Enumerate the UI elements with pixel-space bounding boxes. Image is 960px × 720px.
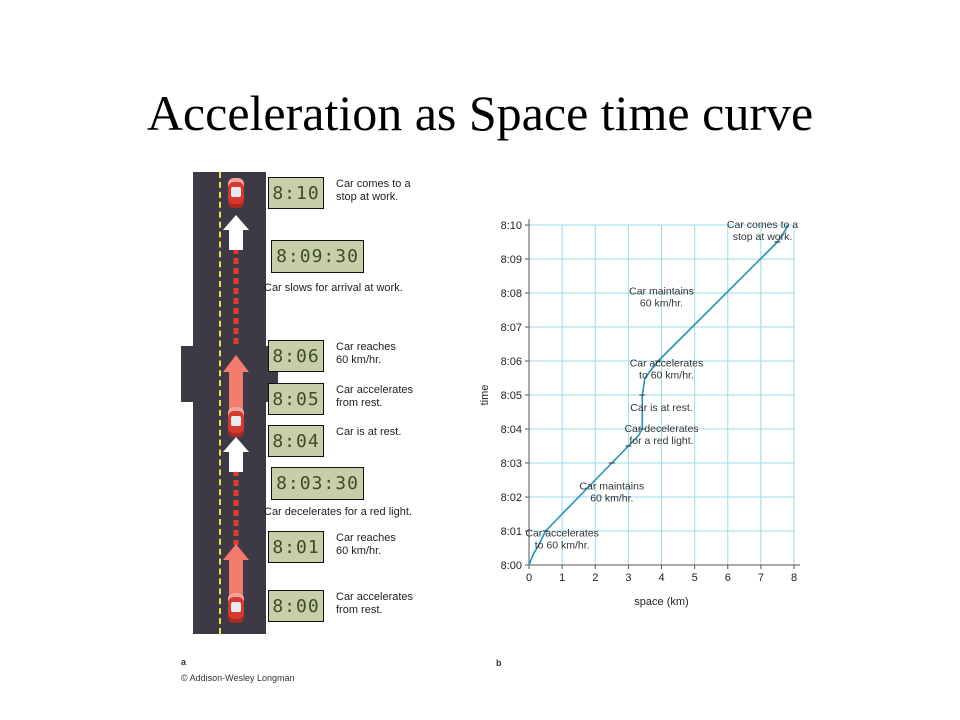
lane-divider [219,172,221,634]
clock-caption: Car is at rest. [336,426,402,438]
clock-caption: Car decelerates for a red light. [264,506,412,518]
panel-label-a: a [181,657,187,667]
y-tick-label: 8:09 [501,254,522,266]
x-tick-label: 2 [592,572,598,584]
digital-clock: 8:03:30 [271,467,364,500]
x-tick-label: 7 [758,572,764,584]
x-tick-label: 3 [625,572,631,584]
y-tick-label: 8:00 [501,560,522,572]
clock-caption: Car reaches 60 km/hr. [336,532,396,557]
clock-caption: Car accelerates from rest. [336,591,414,616]
y-axis-label: time [479,385,491,406]
y-tick-label: 8:05 [501,390,522,402]
clock-caption: Car comes to a stop at work. [336,178,411,203]
slide-title: Acceleration as Space time curve [146,85,814,141]
arrow-icon [223,437,249,472]
digital-clock: 8:09:30 [271,240,364,273]
car-icon [228,178,244,208]
y-tick-label: 8:10 [501,220,522,232]
curve-annotation: Car maintains 60 km/hr. [579,481,644,505]
digital-clock: 8:04 [268,425,324,457]
curve-annotation: Car maintains 60 km/hr. [629,286,694,310]
y-tick-label: 8:07 [501,322,522,334]
y-tick-label: 8:03 [501,458,522,470]
x-tick-label: 0 [526,572,532,584]
car-icon [228,407,244,437]
panel-label-b: b [496,658,502,668]
curve-annotation: Car accelerates to 60 km/hr. [525,528,599,552]
x-axis-label: space (km) [634,596,688,608]
digital-clock: 8:00 [268,590,324,622]
arrow-icon [223,215,249,250]
y-tick-label: 8:04 [501,424,522,436]
curve-annotation: Car decelerates for a red light. [624,423,698,447]
car-icon [228,593,244,623]
y-tick-label: 8:02 [501,492,522,504]
digital-clock: 8:05 [268,383,324,415]
x-tick-label: 4 [658,572,664,584]
y-tick-label: 8:06 [501,356,522,368]
x-tick-label: 8 [791,572,797,584]
digital-clock: 8:06 [268,340,324,372]
arrow-icon [223,355,249,412]
x-tick-label: 1 [559,572,565,584]
clock-caption: Car slows for arrival at work. [264,282,403,294]
curve-annotation: Car is at rest. [630,402,692,414]
copyright-text: © Addison-Wesley Longman [181,673,295,683]
digital-clock: 8:10 [268,177,324,209]
clock-caption: Car reaches 60 km/hr. [336,341,396,366]
space-time-curve [528,224,789,566]
x-tick-label: 5 [692,572,698,584]
y-tick-label: 8:01 [501,526,522,538]
y-tick-label: 8:08 [501,288,522,300]
digital-clock: 8:01 [268,531,324,563]
curve-annotation: Car accelerates to 60 km/hr. [630,358,704,382]
arrow-icon [223,544,249,600]
clock-caption: Car accelerates from rest. [336,384,414,409]
motion-arrows [223,215,249,600]
curve-annotation: Car comes to a stop at work. [727,219,798,243]
x-tick-label: 6 [725,572,731,584]
